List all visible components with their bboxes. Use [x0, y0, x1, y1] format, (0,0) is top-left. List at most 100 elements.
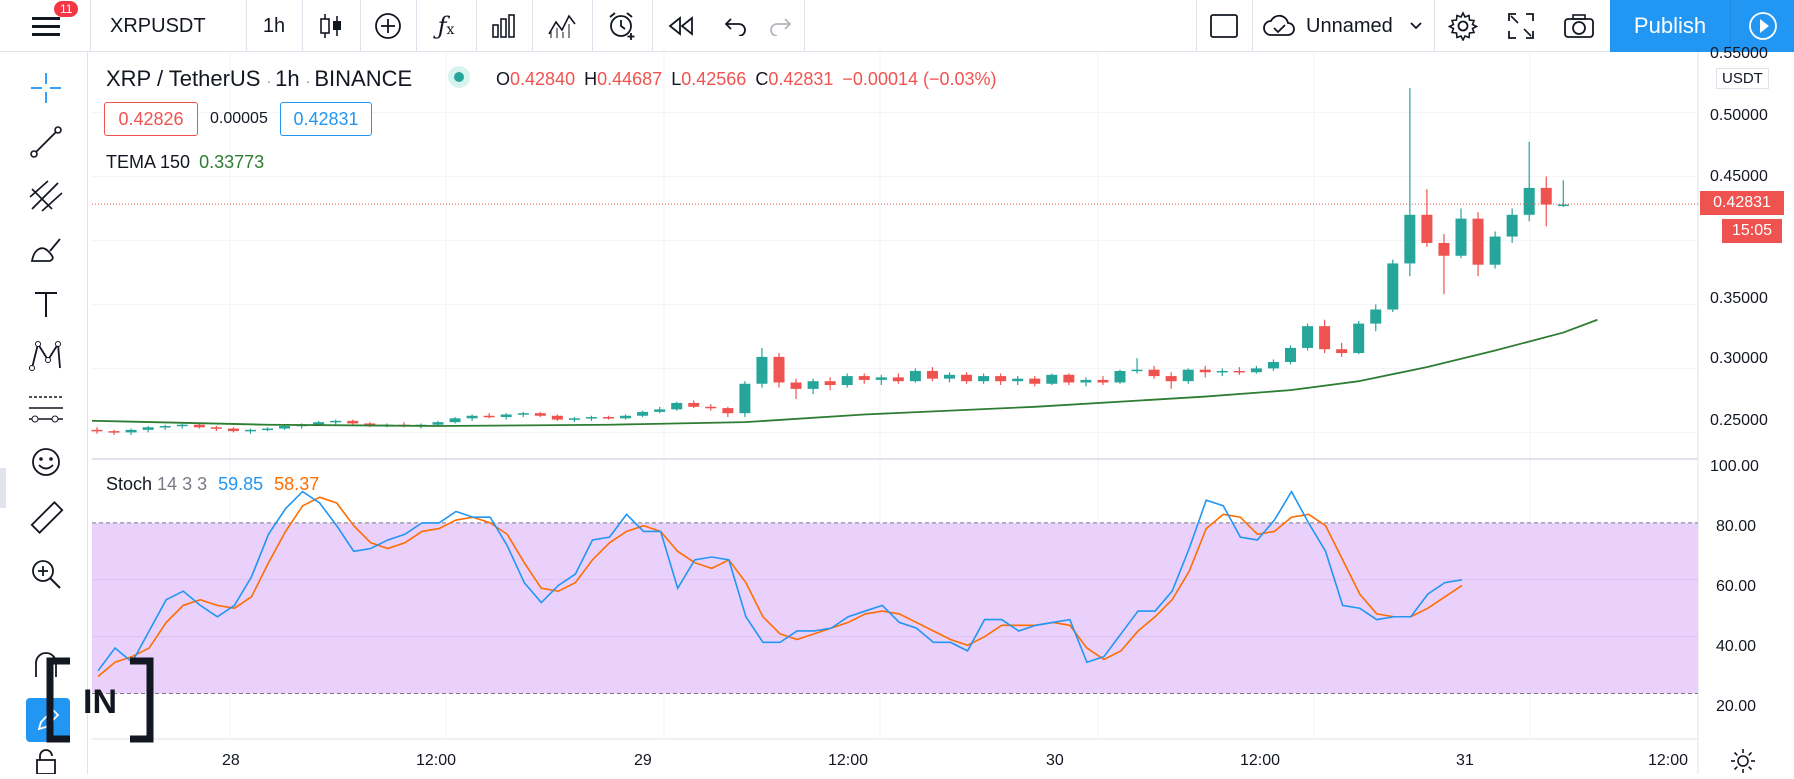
publish-button[interactable]: Publish: [1610, 0, 1730, 52]
redo-button[interactable]: [756, 0, 804, 52]
stoch-label: Stoch: [106, 474, 153, 494]
fib-tool[interactable]: [24, 176, 68, 216]
layout-button[interactable]: [1196, 0, 1252, 52]
compare-button[interactable]: [360, 0, 416, 52]
candle-body: [756, 356, 768, 384]
replay-button[interactable]: [652, 0, 710, 52]
stoch-tick: 100.00: [1710, 458, 1759, 475]
high-label: H: [584, 69, 598, 89]
candle-body: [1182, 369, 1194, 382]
text-tool[interactable]: [24, 284, 68, 324]
forecast-tool[interactable]: [24, 388, 68, 428]
candle-body: [1216, 370, 1228, 373]
low-value: 0.42566: [681, 69, 747, 89]
stoch-d-line: [97, 496, 1463, 678]
redo-icon: [770, 18, 792, 36]
financials-button[interactable]: [476, 0, 532, 52]
candle-body: [1353, 323, 1365, 354]
save-layout-button[interactable]: Unnamed: [1252, 0, 1428, 52]
low-label: L: [671, 69, 682, 89]
candle-body: [773, 356, 785, 383]
hamburger-icon: [32, 17, 60, 36]
trend-line-tool[interactable]: [24, 122, 68, 162]
sell-price-button[interactable]: 0.42826: [104, 102, 198, 136]
snapshot-button[interactable]: [1550, 0, 1608, 52]
interval-button[interactable]: 1h: [246, 0, 302, 52]
bar-chart-icon: [492, 14, 515, 38]
candle-body: [1489, 236, 1501, 265]
rewind-icon: [668, 16, 693, 36]
candle-body: [1250, 368, 1262, 373]
candle-body: [1557, 204, 1569, 207]
candle-body: [1370, 309, 1382, 324]
candle-body: [790, 382, 802, 389]
top-toolbar: 11 XRPUSDT 1h ƒx Unnam: [0, 0, 1794, 52]
candle-body: [159, 426, 171, 428]
candle-body: [347, 420, 359, 424]
replay-play-button[interactable]: [1730, 0, 1794, 52]
candle-body: [125, 429, 137, 433]
candle-body: [108, 431, 120, 433]
candle-body: [262, 428, 273, 431]
status-dot-icon: [454, 72, 464, 82]
candle-body: [1523, 187, 1535, 215]
icons-tool[interactable]: [24, 442, 68, 482]
sun-gear-icon: [1731, 749, 1755, 773]
indicators-button[interactable]: ƒx: [416, 0, 476, 52]
symbol-search-button[interactable]: XRPUSDT: [96, 0, 246, 52]
menu-button[interactable]: [22, 0, 70, 52]
candle-body: [926, 370, 938, 379]
tema-legend[interactable]: TEMA 150 0.33773: [106, 152, 264, 173]
buy-price-button[interactable]: 0.42831: [280, 102, 372, 136]
candle-body: [1421, 214, 1433, 243]
candle-body: [1438, 242, 1450, 256]
chart-style-button[interactable]: [302, 0, 360, 52]
currency-label[interactable]: USDT: [1716, 68, 1769, 89]
undo-button[interactable]: [712, 0, 760, 52]
time-tick: 12:00: [1240, 752, 1281, 769]
stoch-params: 14 3 3: [157, 474, 208, 494]
legend-pair: XRP / TetherUS: [106, 66, 261, 91]
open-label: O: [496, 69, 511, 89]
candle-body: [1540, 187, 1552, 205]
candle-body: [466, 415, 478, 419]
zoom-in-icon: [32, 560, 61, 589]
candle-body: [1285, 347, 1296, 362]
candle-body: [1302, 326, 1314, 348]
zoom-tool[interactable]: [24, 554, 68, 594]
beincrypto-watermark: IN: [42, 655, 158, 745]
change-value: −0.00014 (−0.03%): [842, 69, 997, 89]
fullscreen-button[interactable]: [1492, 0, 1550, 52]
crosshair-tool[interactable]: [24, 68, 68, 108]
legend-interval: 1h: [275, 66, 300, 91]
candle-body: [534, 413, 546, 416]
price-tick: 0.45000: [1710, 168, 1768, 185]
price-tick: 0.25000: [1710, 412, 1768, 429]
alert-button[interactable]: [592, 0, 652, 52]
stoch-legend[interactable]: Stoch 14 3 3 59.85 58.37: [106, 474, 319, 495]
toolbar-divider: [0, 468, 6, 508]
gear-icon: [1448, 11, 1478, 41]
settings-button[interactable]: [1434, 0, 1492, 52]
price-tick: 0.30000: [1710, 350, 1768, 367]
smiley-icon: [32, 448, 60, 476]
measure-tool[interactable]: [24, 498, 68, 538]
candle-body: [1097, 379, 1109, 383]
watermark-logo-icon: IN: [46, 657, 154, 743]
stoch-k-line: [97, 489, 1463, 672]
pattern-tool[interactable]: [24, 336, 68, 376]
tema-label: TEMA 150: [106, 152, 191, 172]
candle-body: [705, 406, 717, 409]
templates-button[interactable]: [532, 0, 592, 52]
chart-settings-button[interactable]: [1730, 748, 1756, 774]
candle-body: [330, 420, 342, 423]
candle-body: [620, 415, 632, 419]
legend-exchange: BINANCE: [314, 66, 413, 91]
brush-tool[interactable]: [24, 230, 68, 270]
drawing-toolbar: [0, 52, 88, 774]
candle-body: [961, 374, 973, 382]
lock-tool[interactable]: [24, 748, 68, 774]
candle-body: [1063, 374, 1075, 383]
market-status-indicator[interactable]: [448, 66, 470, 88]
